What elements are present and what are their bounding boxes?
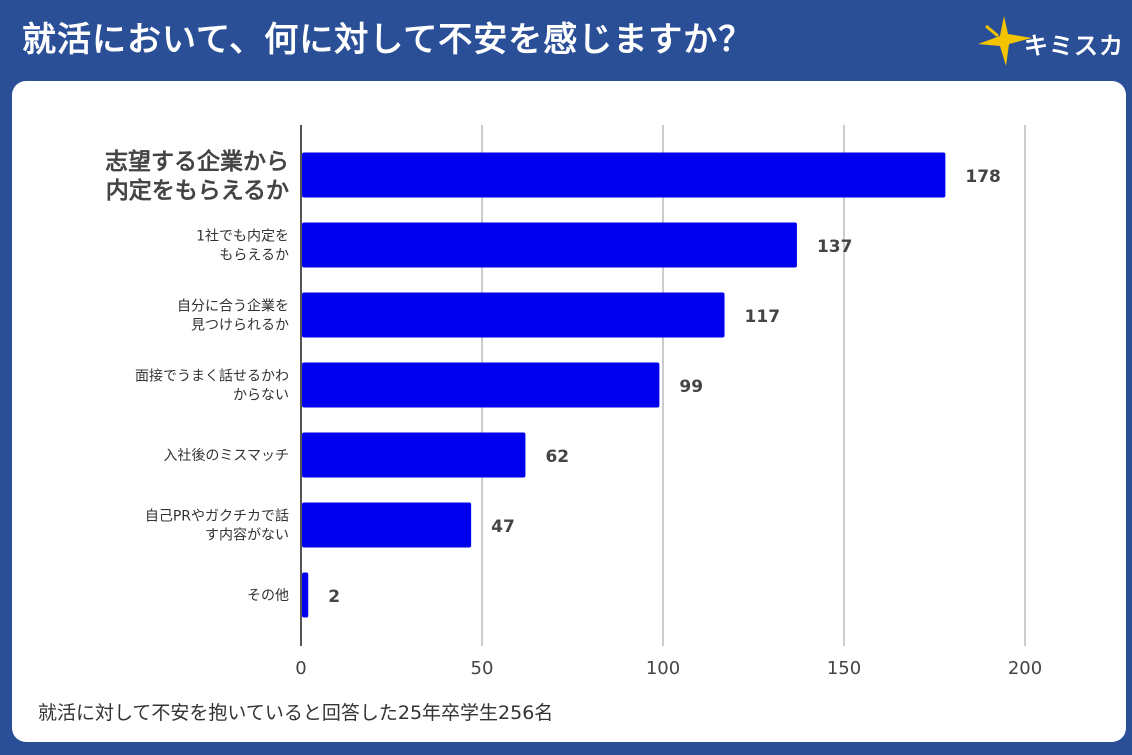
bar <box>302 572 309 618</box>
x-tick-label: 0 <box>295 658 306 679</box>
x-tick-label: 200 <box>1008 658 1042 679</box>
category-label: からない <box>233 388 289 404</box>
page-title: 就活において、何に対して不安を感じますか？ <box>22 20 754 60</box>
data-label: 117 <box>745 307 781 327</box>
bar <box>302 432 526 478</box>
bar <box>302 152 946 198</box>
category-label: 自分に合う企業を <box>177 298 289 315</box>
data-label: 99 <box>679 377 703 397</box>
x-tick-label: 150 <box>827 658 861 679</box>
bar <box>302 502 472 548</box>
category-label: 自己PRやガクチカで話 <box>145 508 289 525</box>
x-tick-label: 100 <box>646 658 680 679</box>
category-label: す内容がない <box>205 527 289 544</box>
x-tick-label: 50 <box>471 658 494 679</box>
bar <box>302 292 725 338</box>
category-label: 1社でも内定を <box>196 229 289 245</box>
category-label: 志望する企業から <box>105 148 289 175</box>
star-icon <box>978 16 1032 66</box>
category-label: 内定をもらえるか <box>106 177 289 204</box>
data-label: 137 <box>817 237 853 257</box>
bar <box>302 362 660 408</box>
category-label: 面接でうまく話せるかわ <box>135 368 289 385</box>
category-label: 見つけられるか <box>191 318 289 334</box>
chart-card: 0 50 100 150 200 178 志望する企業から 内定をもらえるか 137 1社でも内定… <box>12 81 1126 742</box>
bar <box>302 222 797 268</box>
category-label: 入社後のミスマッチ <box>163 448 289 464</box>
data-label: 62 <box>545 447 569 467</box>
footnote: 就活に対して不安を抱いていると回答した25年卒学生256名 <box>38 702 554 724</box>
logo-text: キミスカ <box>1024 32 1124 60</box>
category-label: もらえるか <box>219 248 289 264</box>
category-label: その他 <box>247 588 289 604</box>
data-label: 2 <box>328 587 340 607</box>
brand-logo: キミスカ <box>976 14 1124 70</box>
data-label: 178 <box>965 167 1001 187</box>
data-label: 47 <box>491 517 515 537</box>
